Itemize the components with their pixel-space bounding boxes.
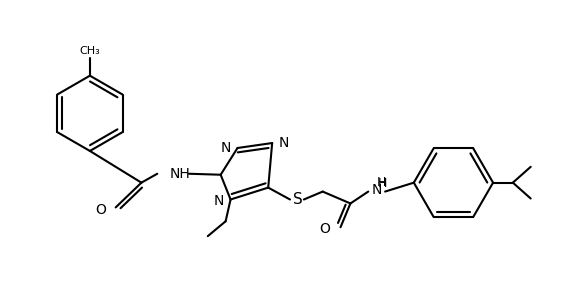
Text: O: O: [95, 203, 106, 217]
Text: S: S: [293, 192, 303, 207]
Text: CH₃: CH₃: [79, 46, 100, 56]
Text: O: O: [320, 222, 331, 236]
Text: N: N: [220, 141, 231, 155]
Text: H: H: [378, 177, 387, 190]
Text: N: N: [213, 194, 224, 208]
Text: N: N: [371, 183, 382, 197]
Text: N: N: [279, 136, 289, 150]
Text: NH: NH: [169, 167, 190, 181]
Text: H: H: [377, 176, 386, 189]
